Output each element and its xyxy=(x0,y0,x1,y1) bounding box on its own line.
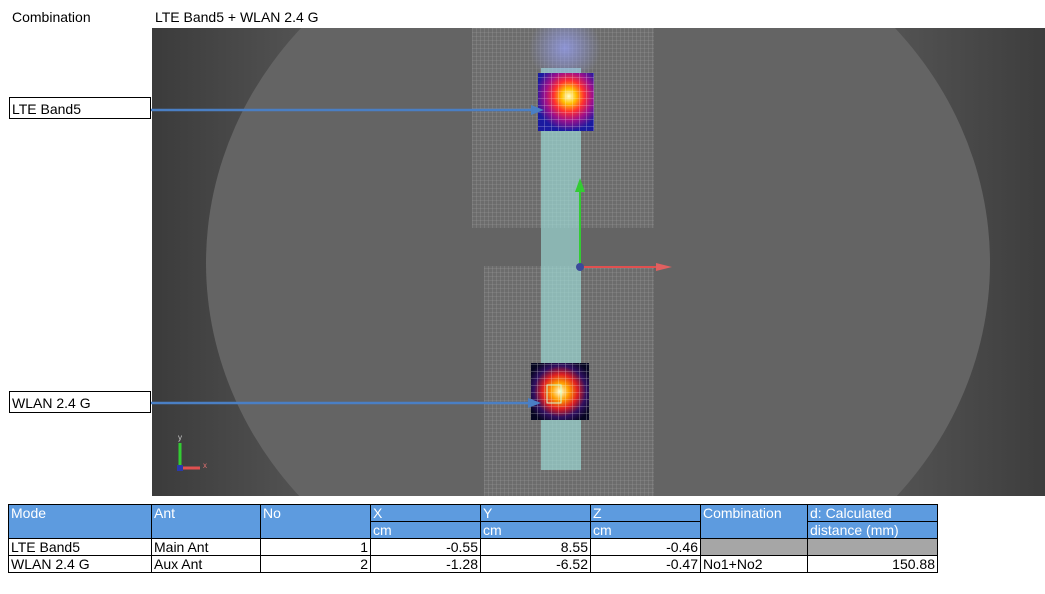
unit-z: cm xyxy=(591,522,701,539)
cell-y: -6.52 xyxy=(481,556,591,573)
header-mode: Mode xyxy=(9,505,152,539)
cell-combination xyxy=(701,539,808,556)
lte-band5-hotspot xyxy=(538,73,594,131)
header-z: Z xyxy=(591,505,701,522)
unit-y: cm xyxy=(481,522,591,539)
cell-distance: 150.88 xyxy=(808,556,938,573)
cell-combination: No1+No2 xyxy=(701,556,808,573)
wlan-hotspot xyxy=(531,363,589,420)
table-row: WLAN 2.4 G Aux Ant 2 -1.28 -6.52 -0.47 N… xyxy=(9,556,938,573)
cell-ant: Aux Ant xyxy=(152,556,261,573)
cell-x: -1.28 xyxy=(371,556,481,573)
header-ant: Ant xyxy=(152,505,261,539)
cell-y: 8.55 xyxy=(481,539,591,556)
callout-lte-band5: LTE Band5 xyxy=(9,97,151,119)
header-no: No xyxy=(261,505,371,539)
corner-axis-triad: y x xyxy=(177,433,207,471)
sar-3d-view[interactable]: y x xyxy=(152,28,1045,496)
cell-distance xyxy=(808,539,938,556)
header-distance: d: Calculated xyxy=(808,505,938,522)
cell-z: -0.46 xyxy=(591,539,701,556)
cell-x: -0.55 xyxy=(371,539,481,556)
combination-label: Combination xyxy=(12,9,91,25)
cell-z: -0.47 xyxy=(591,556,701,573)
table-header-row: Mode Ant No X Y Z Combination d: Calcula… xyxy=(9,505,938,522)
cell-mode: WLAN 2.4 G xyxy=(9,556,152,573)
combination-value: LTE Band5 + WLAN 2.4 G xyxy=(155,9,319,25)
cell-ant: Main Ant xyxy=(152,539,261,556)
cell-no: 2 xyxy=(261,556,371,573)
header-combination: Combination xyxy=(701,505,808,539)
callout-wlan-2-4g: WLAN 2.4 G xyxy=(9,391,151,413)
header-x: X xyxy=(371,505,481,522)
cell-mode: LTE Band5 xyxy=(9,539,152,556)
unit-x: cm xyxy=(371,522,481,539)
header-y: Y xyxy=(481,505,591,522)
table-row: LTE Band5 Main Ant 1 -0.55 8.55 -0.46 xyxy=(9,539,938,556)
unit-distance: distance (mm) xyxy=(808,522,938,539)
corner-triad-x-label: x xyxy=(203,461,207,470)
corner-triad-y-label: y xyxy=(178,433,182,442)
sar-position-table: Mode Ant No X Y Z Combination d: Calcula… xyxy=(8,504,938,573)
cell-no: 1 xyxy=(261,539,371,556)
